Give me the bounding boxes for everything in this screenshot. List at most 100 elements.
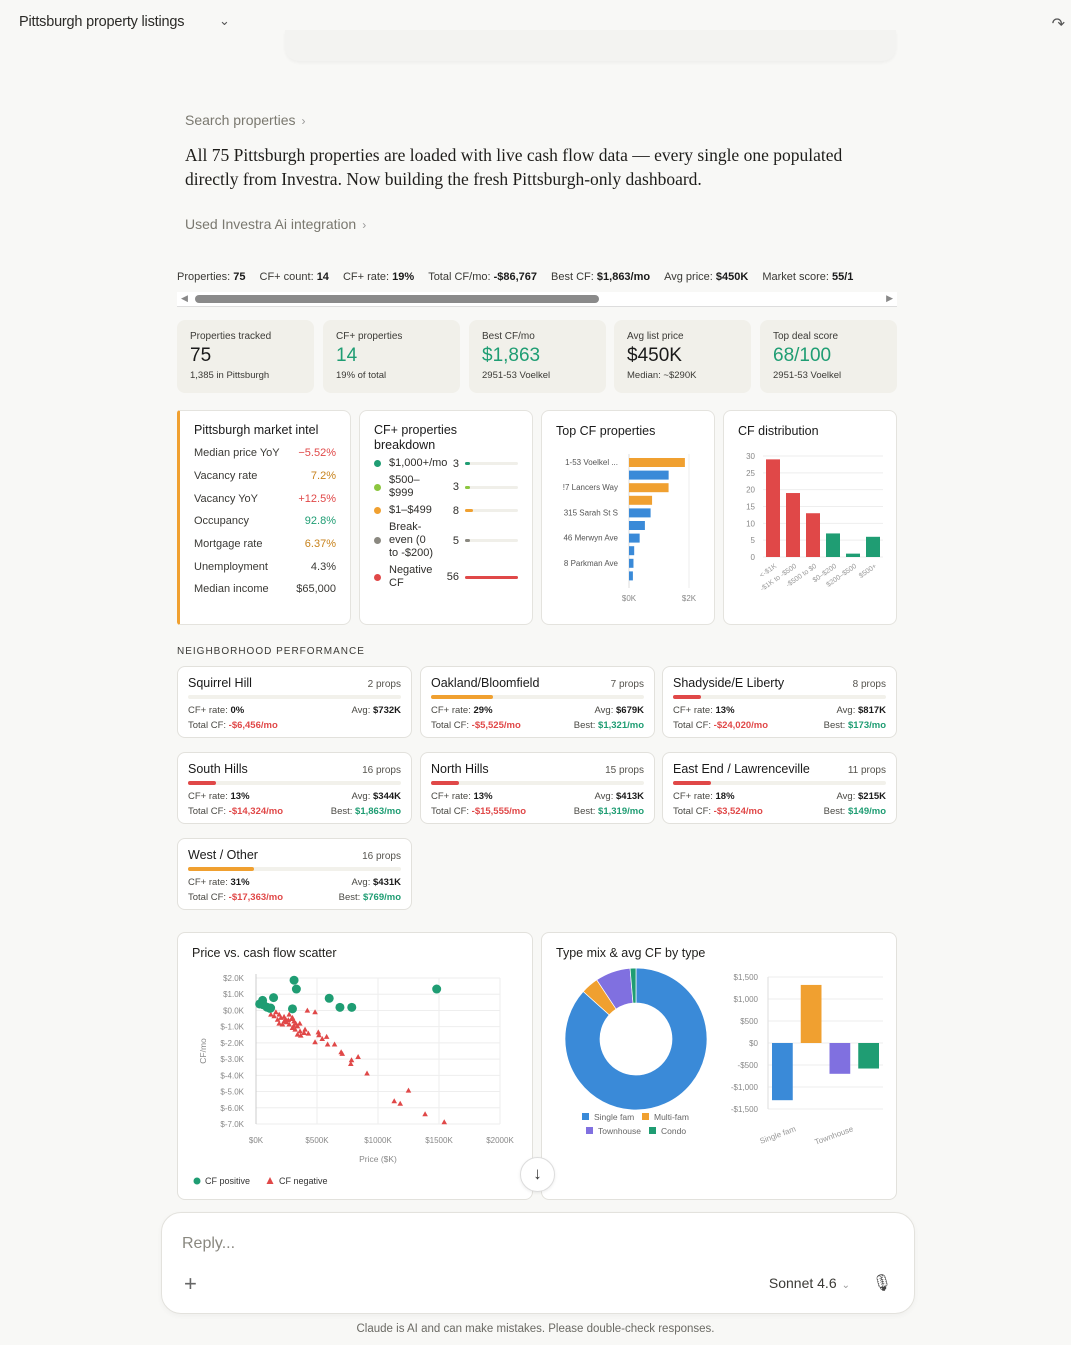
kpi-label: Best CF/mo (482, 331, 535, 342)
scroll-to-bottom-button[interactable]: ↓ (520, 1157, 555, 1192)
stats-line: CF+ rate: 18% Avg: $215K (673, 789, 886, 804)
label: Avg: (351, 791, 371, 802)
x-axis-label: Price ($K) (359, 1154, 397, 1164)
stat-item: Properties: 75 (177, 271, 246, 283)
neighborhood-name: Shadyside/E Liberty (673, 676, 785, 690)
breakdown-count: 3 (452, 457, 459, 470)
stats-line: Total CF: -$3,524/mo Best: $149/mo (673, 804, 886, 819)
neighborhood-card[interactable]: East End / Lawrenceville 11 props CF+ rate… (662, 752, 897, 824)
add-attachment-button[interactable]: + (184, 1271, 197, 1296)
bar-label: 1-53 Voelkel ... (565, 458, 618, 467)
breakdown-row: Break-even (0 to -$200) 5 (374, 521, 518, 560)
microphone-icon[interactable]: 🎙 (871, 1275, 892, 1292)
property-count: 11 props (847, 765, 886, 776)
scroll-right-icon[interactable]: ▶ (886, 293, 893, 303)
bar (786, 493, 800, 557)
breakdown-bar-track (465, 485, 518, 489)
share-icon[interactable]: ↷ (1051, 16, 1065, 33)
intel-label: Mortgage rate (194, 538, 263, 551)
scatter-point-positive (291, 984, 301, 994)
y-tick-label: 20 (746, 486, 755, 495)
avg-price: Avg: $413K (595, 789, 644, 804)
y-tick-label: $-6.0K (220, 1104, 244, 1113)
cf-rate-bar-fill (673, 781, 712, 785)
x-tick-label: $0K (622, 594, 637, 603)
chevron-down-icon[interactable]: ⌄ (219, 13, 230, 28)
stat-item: Total CF/mo: -$86,767 (428, 271, 537, 283)
breakdown-bar-fill (465, 485, 471, 489)
bar-label: !7 Lancers Way (563, 483, 618, 492)
value: 0% (230, 705, 245, 716)
top-cf-chart: 1-53 Voelkel ... !7 Lancers Way 315 Sarah … (563, 454, 697, 603)
neighborhood-name: Squirrel Hill (188, 676, 252, 690)
neighborhood-card[interactable]: Oakland/Bloomfield 7 props CF+ rate: 29% Av… (420, 666, 655, 738)
neighborhood-name: North Hills (431, 762, 489, 776)
scatter-point-negative (304, 1007, 311, 1013)
chevron-right-icon: › (362, 218, 367, 232)
search-properties-link[interactable]: Search properties › (185, 112, 306, 128)
value: $149/mo (847, 806, 886, 817)
cf-rate: CF+ rate: 13% (673, 703, 735, 718)
y-tick-label: $-5.0K (220, 1088, 244, 1097)
value: 13% (715, 705, 735, 716)
conversation-title[interactable]: Pittsburgh property listings (19, 14, 185, 30)
label: Best: (823, 806, 846, 817)
intel-row: Mortgage rate 6.37% (194, 533, 336, 556)
cf-rate-bar-fill (673, 695, 701, 699)
neighborhood-card[interactable]: North Hills 15 props CF+ rate: 13% Avg: $41… (420, 752, 655, 824)
type-mix-chart: Single fam Multi-fam Townhouse Condo $1,500 $… (564, 967, 883, 1147)
scatter-point-negative (274, 1016, 281, 1022)
bar (846, 553, 860, 557)
scatter-point-positive (324, 993, 334, 1003)
intel-label: Vacancy rate (194, 470, 258, 483)
y-tick-label: $1.0K (223, 990, 245, 999)
model-selector[interactable]: Sonnet 4.6 ⌄ (769, 1275, 850, 1291)
breakdown-bar-fill (465, 539, 471, 542)
neighborhood-card[interactable]: Shadyside/E Liberty 8 props CF+ rate: 13% A… (662, 666, 897, 738)
bar (629, 546, 635, 556)
scroll-left-icon[interactable]: ◀ (181, 293, 188, 303)
label: Best: (823, 720, 846, 731)
scatter-point-negative (286, 1011, 292, 1017)
y-tick-label: -$500 (738, 1061, 759, 1070)
breakdown-label: $1–$499 (389, 504, 432, 516)
y-tick-label: $0 (749, 1039, 758, 1048)
stats-line: CF+ rate: 13% Avg: $344K (188, 789, 401, 804)
value: -$5,525/mo (471, 720, 521, 731)
best-cf: Best: $1,321/mo (574, 718, 644, 733)
integration-link[interactable]: Used Investra Ai integration › (185, 216, 366, 232)
bar (629, 508, 651, 518)
link-label: Used Investra Ai integration (185, 216, 357, 232)
stat-label: CF+ rate: (342, 271, 390, 283)
scatter-point-negative (302, 1026, 308, 1032)
bar (629, 470, 669, 480)
neighborhood-card[interactable]: South Hills 16 props CF+ rate: 13% Avg: $34… (177, 752, 412, 824)
cf-rate-bar (188, 695, 401, 699)
stat-label: CF+ count: (259, 271, 314, 283)
breakdown-bar-track (465, 539, 518, 542)
total-cf: Total CF: -$15,555/mo (431, 804, 526, 819)
breakdown-label: $1,000+/mo (389, 457, 448, 469)
scatter-point-negative (391, 1098, 398, 1104)
neighborhood-card[interactable]: West / Other 16 props CF+ rate: 31% Avg: $4… (177, 838, 412, 910)
y-tick-label: $1,000 (734, 995, 759, 1004)
scatter-point-negative (364, 1070, 370, 1076)
x-tick-label: $500K (305, 1136, 329, 1145)
horizontal-scrollbar[interactable]: ◀ ▶ (177, 292, 897, 307)
y-tick-label: $-1.0K (220, 1023, 244, 1032)
scatter-point-negative (279, 1021, 286, 1027)
scatter-panel: Price vs. cash flow scatter $2.0K $1.0K $0… (177, 932, 533, 1200)
value: $413K (616, 791, 644, 802)
cf-rate: CF+ rate: 0% (188, 703, 244, 718)
reply-input[interactable] (182, 1235, 782, 1253)
best-cf: Best: $149/mo (824, 804, 886, 819)
intel-label: Median income (194, 583, 269, 596)
value: 31% (230, 877, 250, 888)
label: Total CF: (188, 720, 227, 731)
label: CF+ rate: (188, 791, 228, 802)
total-cf: Total CF: -$17,363/mo (188, 890, 283, 905)
neighborhood-card[interactable]: Squirrel Hill 2 props CF+ rate: 0% Avg: $73… (177, 666, 412, 738)
stat-item: CF+ count: 14 (260, 271, 329, 283)
label: CF+ rate: (188, 705, 228, 716)
scrollbar-thumb[interactable] (195, 295, 599, 303)
